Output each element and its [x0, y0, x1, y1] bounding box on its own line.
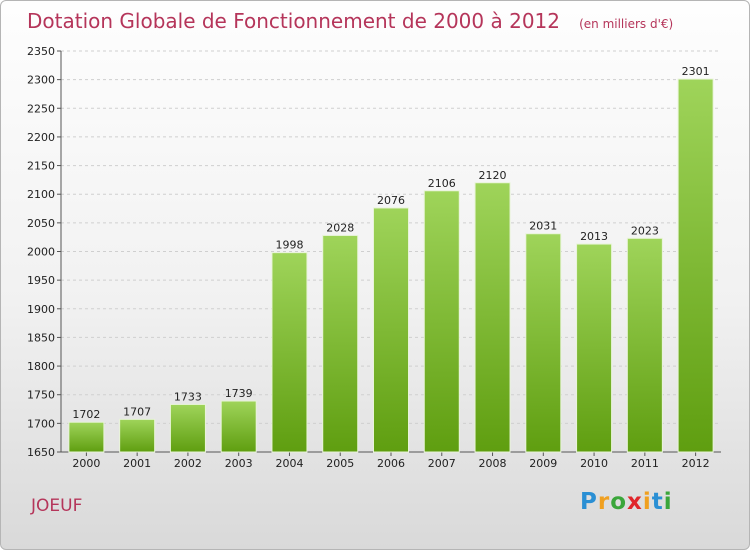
bar	[170, 404, 205, 452]
logo-letter: i	[664, 489, 673, 515]
x-tick-label: 2011	[631, 457, 659, 470]
y-tick-label: 2050	[27, 217, 55, 230]
bar-value-label: 1707	[123, 405, 151, 418]
logo-letter: r	[598, 489, 610, 515]
x-tick-label: 2001	[123, 457, 151, 470]
chart-frame: Dotation Globale de Fonctionnement de 20…	[0, 0, 750, 550]
bar-value-label: 1739	[225, 387, 253, 400]
x-tick-label: 2000	[72, 457, 100, 470]
y-tick-label: 2000	[27, 246, 55, 259]
y-tick-label: 1650	[27, 446, 55, 459]
x-tick-label: 2008	[479, 457, 507, 470]
logo-letter: t	[652, 489, 664, 515]
bar-value-label: 2076	[377, 194, 405, 207]
x-tick-label: 2003	[225, 457, 253, 470]
y-tick-label: 2150	[27, 160, 55, 173]
y-tick-label: 1900	[27, 303, 55, 316]
bar-value-label: 1733	[174, 390, 202, 403]
bar	[475, 183, 510, 452]
bar	[221, 401, 256, 452]
bars	[69, 79, 713, 452]
bar	[272, 253, 307, 452]
x-tick-label: 2010	[580, 457, 608, 470]
bar-value-label: 1998	[275, 239, 303, 252]
bar-value-label: 2028	[326, 221, 354, 234]
bar-value-label: 2023	[631, 224, 659, 237]
logo-letter: i	[643, 489, 652, 515]
x-tick-label: 2004	[275, 457, 303, 470]
x-tick-label: 2012	[682, 457, 710, 470]
logo-letter: o	[610, 489, 627, 515]
x-tick-label: 2007	[428, 457, 456, 470]
bar	[678, 79, 713, 452]
bar-value-label: 2120	[479, 169, 507, 182]
bar-value-label: 2106	[428, 177, 456, 190]
logo-letter: P	[580, 489, 598, 515]
bar-value-label: 2013	[580, 230, 608, 243]
bar	[577, 244, 612, 452]
bar	[374, 208, 409, 452]
y-tick-label: 1950	[27, 274, 55, 287]
y-tick-label: 2200	[27, 131, 55, 144]
logo-letter: x	[627, 489, 643, 515]
y-tick-label: 1850	[27, 331, 55, 344]
commune-name: JOEUF	[31, 496, 82, 516]
x-tick-label: 2006	[377, 457, 405, 470]
y-tick-label: 2250	[27, 102, 55, 115]
bar-value-label: 2031	[529, 220, 557, 233]
bar	[526, 234, 561, 452]
x-tick-label: 2009	[529, 457, 557, 470]
bar	[323, 235, 358, 452]
y-tick-label: 2350	[27, 45, 55, 58]
bar	[69, 422, 104, 452]
proxiti-logo: Proxiti	[580, 489, 673, 515]
x-tick-label: 2005	[326, 457, 354, 470]
y-tick-label: 2100	[27, 188, 55, 201]
y-tick-label: 1750	[27, 389, 55, 402]
bar-chart: 1650 1700 1750 1800 1850 1900 1950 2000 2050 2100…	[1, 1, 750, 550]
bar	[120, 419, 155, 452]
y-tick-label: 2300	[27, 74, 55, 87]
bar	[627, 238, 662, 452]
bar-value-label: 1702	[72, 408, 100, 421]
y-tick-label: 1700	[27, 417, 55, 430]
bar-value-label: 2301	[682, 65, 710, 78]
x-tick-label: 2002	[174, 457, 202, 470]
y-tick-label: 1800	[27, 360, 55, 373]
bar	[424, 191, 459, 452]
